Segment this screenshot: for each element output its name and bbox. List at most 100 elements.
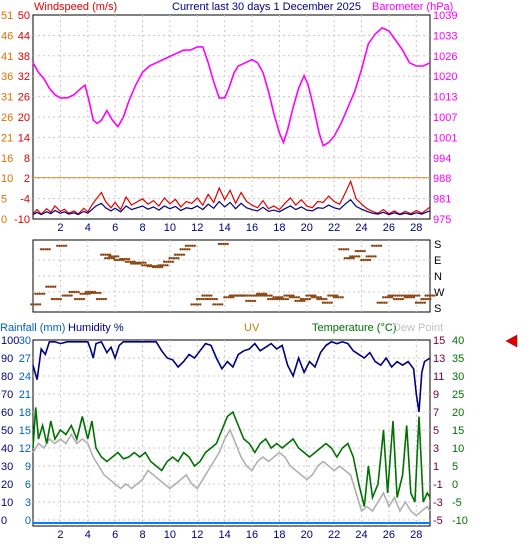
wind-tick-label: 50	[18, 10, 30, 22]
direction-point	[264, 292, 268, 295]
direction-point	[135, 261, 138, 264]
direction-point	[343, 257, 346, 260]
temp-tick-label: 9	[433, 389, 439, 401]
direction-point	[245, 299, 248, 303]
direction-point	[322, 297, 326, 301]
direction-point	[288, 296, 292, 299]
x-tick-label: 26	[383, 529, 395, 541]
direction-point	[110, 257, 114, 260]
direction-point	[286, 297, 290, 301]
direction-point	[373, 244, 376, 247]
direction-point	[77, 290, 80, 294]
direction-point	[375, 244, 378, 247]
direction-point	[331, 294, 334, 297]
direction-point	[113, 258, 117, 262]
windspeed-gust-line	[32, 179, 431, 215]
direction-point	[396, 294, 399, 297]
direction-point	[285, 294, 288, 297]
direction-point	[48, 248, 51, 251]
direction-point	[269, 297, 272, 301]
direction-point	[75, 290, 78, 294]
rain-tick-label: 18	[19, 407, 31, 419]
wind-alt-tick-label: 41	[1, 51, 13, 63]
direction-point	[236, 294, 239, 297]
direction-point	[345, 257, 349, 260]
direction-point	[257, 294, 260, 297]
rain-tick-label: 24	[19, 371, 31, 383]
direction-point	[364, 258, 367, 262]
direction-point	[191, 244, 194, 247]
direction-point	[158, 265, 161, 269]
direction-point	[323, 301, 327, 304]
wind-tick-label: 32	[18, 71, 30, 83]
wind-tick-label: 8	[24, 153, 30, 165]
x-tick-label: 28	[410, 222, 422, 234]
direction-point	[62, 244, 66, 247]
direction-point	[169, 260, 172, 263]
direction-point	[329, 294, 332, 297]
direction-point	[433, 294, 436, 297]
direction-point	[160, 265, 164, 269]
humidity-tick-label: 0	[1, 515, 7, 527]
wind-tick-label: 2	[24, 173, 30, 185]
direction-point	[127, 257, 131, 261]
direction-point	[280, 297, 283, 301]
direction-point	[247, 299, 250, 303]
direction-point	[394, 294, 397, 297]
direction-point	[384, 296, 387, 299]
windspeed-avg-line	[32, 198, 431, 216]
direction-point	[347, 248, 350, 251]
direction-point	[273, 297, 276, 301]
temp-tick-label: -5	[433, 515, 443, 527]
wind-alt-tick-label: 5	[1, 194, 7, 206]
x-tick-label: 4	[85, 529, 91, 541]
wind-alt-tick-label: 0	[1, 214, 7, 226]
x-tick-label: 10	[164, 529, 176, 541]
direction-point	[407, 294, 410, 297]
direction-point	[183, 248, 187, 251]
direction-point	[214, 303, 217, 306]
direction-point	[184, 244, 188, 247]
direction-point	[63, 294, 67, 297]
direction-point	[177, 257, 180, 260]
direction-point	[241, 294, 245, 297]
direction-point	[189, 244, 192, 247]
direction-point	[383, 301, 386, 304]
direction-point	[142, 261, 145, 264]
direction-point	[398, 294, 401, 297]
wind-tick-label: -4	[20, 194, 30, 206]
direction-point	[164, 264, 167, 267]
direction-point	[99, 291, 102, 295]
x-tick-label: 18	[273, 529, 285, 541]
x-tick-label: 20	[301, 222, 313, 234]
direction-point	[95, 297, 99, 301]
barometer-title: Barometer (hPa)	[372, 1, 453, 13]
direction-point	[30, 303, 33, 306]
wind-tick-label: 20	[18, 112, 30, 124]
direction-point	[114, 255, 118, 258]
direction-point	[43, 292, 46, 295]
direction-point	[88, 292, 91, 295]
humidity-tick-label: 90	[1, 353, 13, 365]
direction-point	[203, 294, 206, 297]
direction-point	[360, 258, 363, 262]
baro-tick-label: 1013	[433, 92, 457, 104]
rain-tick-label: 6	[25, 479, 31, 491]
humidity-tick-label: 10	[1, 497, 13, 509]
temperature-title: Temperature (°C)	[312, 322, 396, 334]
direction-point	[98, 297, 101, 301]
temp-alt-tick-label: -10	[452, 515, 468, 527]
direction-point	[112, 255, 116, 258]
direction-point	[221, 303, 224, 306]
x-tick-label: 6	[112, 529, 118, 541]
windspeed-title: Windspeed (m/s)	[34, 1, 117, 13]
direction-point	[47, 285, 50, 288]
direction-point	[366, 258, 370, 262]
direction-point	[143, 264, 146, 267]
direction-point	[405, 294, 408, 297]
direction-point	[144, 261, 147, 264]
direction-point	[165, 260, 168, 263]
direction-point	[213, 297, 216, 301]
direction-point	[326, 301, 329, 304]
